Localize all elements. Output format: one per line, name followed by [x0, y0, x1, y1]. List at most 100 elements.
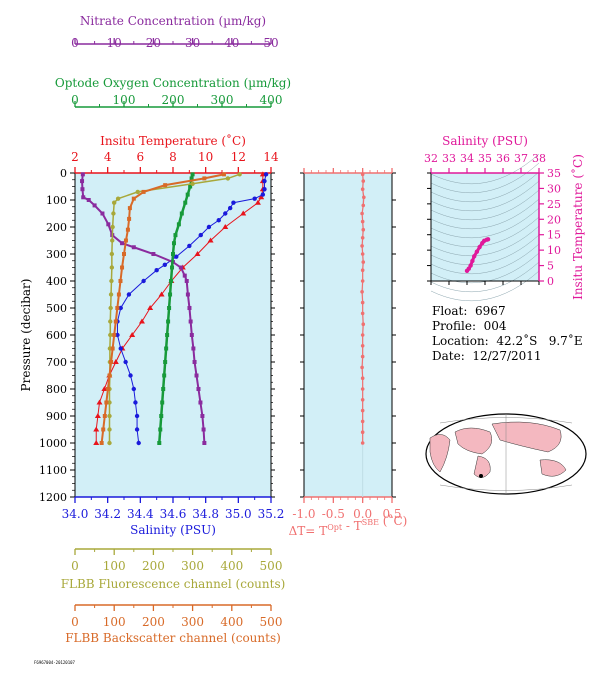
ts-x-tick-label: 35: [478, 152, 492, 165]
salinity-point: [216, 218, 221, 223]
y-tick-label: 1000: [39, 437, 67, 450]
temperature-axis: 2 4 6 8 10 12 14 Insitu Temperature (˚C): [71, 133, 279, 174]
oxygen-point: [165, 333, 170, 337]
delta-t-panel: [303, 172, 393, 498]
ts-y-tick-label: 30: [547, 182, 561, 195]
oxygen-axis-tick-label: 200: [162, 93, 185, 107]
backscatter-point: [202, 176, 207, 181]
temperature-axis-label: Insitu Temperature (˚C): [100, 133, 246, 148]
ts-y-tick-label: 5: [547, 260, 554, 273]
fluorescence-point: [111, 211, 116, 216]
backscatter-point: [120, 265, 125, 270]
salinity-point: [263, 172, 269, 177]
oxygen-axis: 0 100 200 300 400 Optode Oxygen Concentration…: [55, 76, 291, 108]
oxygen-point: [171, 252, 175, 256]
density-contour: [430, 180, 540, 212]
salinity-point: [262, 178, 267, 184]
fluorescence-point: [237, 172, 242, 177]
oxygen-point: [167, 306, 172, 310]
y-tick-label: 100: [46, 194, 67, 207]
nitrate-point: [196, 387, 201, 391]
backscatter-point: [221, 172, 226, 177]
ts-series: [464, 237, 491, 274]
footnote: F6967004-20120107: [34, 660, 75, 665]
temperature-axis-tick-label: 2: [71, 150, 79, 164]
temperature-point: [93, 426, 100, 432]
delta-t-point: [360, 333, 365, 337]
fluorescence-point: [115, 196, 121, 201]
backscatter-point: [116, 292, 121, 297]
fluorescence-point: [225, 176, 231, 181]
salinity-point: [174, 254, 179, 259]
oxygen-point: [159, 414, 164, 418]
y-tick-label: 200: [46, 221, 67, 234]
nitrate-point: [201, 427, 206, 432]
oxygen-axis-tick-label: 0: [71, 93, 79, 107]
delta-t-point: [361, 260, 366, 264]
oxygen-point: [183, 200, 188, 205]
temperature-point: [94, 413, 101, 418]
temperature-point: [112, 359, 119, 364]
backscatter-point: [101, 427, 106, 432]
nitrate-axis-label: Nitrate Concentration (µm/kg): [80, 14, 266, 28]
salinity-point: [206, 224, 212, 230]
fluorescence-axis-tick-label: 500: [260, 559, 283, 573]
nitrate-point: [80, 172, 85, 177]
salinity-axis-tick-label: 34.2: [94, 507, 121, 521]
salinity-point: [198, 232, 203, 238]
backscatter-point: [123, 238, 128, 243]
fluorescence-point: [107, 400, 112, 405]
temperature-axis-tick-label: 14: [263, 150, 279, 164]
fluorescence-axis-tick-label: 100: [103, 559, 126, 573]
oxygen-point: [173, 233, 178, 238]
float-info: Float: 6967 Profile: 004 Location: 42.2˚…: [432, 304, 583, 364]
nitrate-axis: 0 10 20 30 40 50 Nitrate Concentration (µm/kg): [71, 14, 278, 50]
salinity-point: [118, 305, 123, 311]
backscatter-axis-tick-label: 300: [181, 615, 204, 629]
nitrate-axis-tick-label: 0: [71, 36, 79, 50]
delta-t-point: [360, 244, 364, 248]
delta-t-point: [360, 419, 365, 424]
delta-t-point: [360, 365, 364, 370]
salinity-point: [141, 278, 146, 284]
nitrate-point: [198, 400, 203, 405]
temperature-point: [93, 440, 100, 445]
oxygen-point: [188, 184, 193, 189]
temperature-axis-tick-label: 8: [169, 150, 177, 164]
delta-t-point: [360, 408, 365, 413]
nitrate-axis-tick-label: 20: [146, 36, 161, 50]
fluorescence-point: [107, 413, 112, 419]
temperature-point: [158, 291, 165, 297]
salinity-point: [118, 346, 123, 351]
nitrate-point: [81, 195, 86, 200]
salinity-point: [187, 243, 192, 249]
fluorescence-point: [110, 224, 115, 230]
oxygen-point: [157, 441, 162, 445]
backscatter-point: [163, 183, 168, 188]
backscatter-point: [141, 189, 146, 194]
y-tick-label: 800: [46, 383, 67, 396]
backscatter-point: [127, 216, 132, 221]
backscatter-point: [109, 360, 114, 364]
fluorescence-point: [108, 305, 113, 311]
salinity-axis-tick-label: 35.2: [258, 507, 285, 521]
delta-t-point: [360, 219, 365, 224]
delta-t-point: [361, 203, 366, 208]
salinity-point: [262, 187, 267, 192]
y-tick-label: 700: [46, 356, 67, 369]
delta-t-point: [361, 322, 366, 327]
density-contour: [430, 243, 540, 275]
oxygen-point: [168, 292, 173, 297]
y-tick-label: 1200: [39, 491, 67, 504]
fluorescence-point: [108, 292, 114, 297]
oxygen-point: [160, 400, 165, 405]
y-tick-label: 300: [46, 248, 67, 261]
delta-t-point: [360, 441, 365, 445]
y-tick-label: 0: [60, 167, 67, 180]
nitrate-point: [178, 265, 183, 270]
temperature-point: [222, 224, 229, 229]
ts-x-tick-label: 38: [532, 152, 546, 165]
nitrate-point: [200, 414, 205, 418]
ts-y-tick-label: 10: [547, 244, 561, 257]
backscatter-point: [122, 252, 126, 256]
